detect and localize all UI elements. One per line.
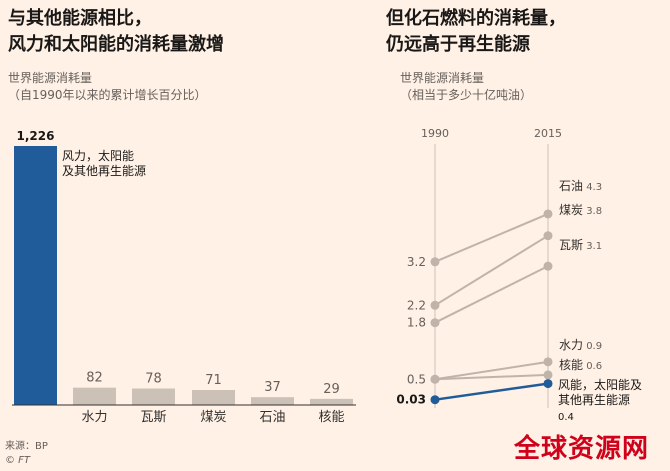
category-label: 水力	[81, 410, 107, 425]
right-subtitle-line-2: （相当于多少十亿吨油）	[400, 88, 533, 102]
right-subtitle-line-1: 世界能源消耗量	[400, 71, 485, 85]
start-value-label: 3.2	[407, 255, 426, 269]
series-line	[434, 360, 549, 381]
watermark-logo: 全球资源网	[514, 434, 650, 464]
series-name-label: 石油 4.3	[559, 179, 602, 193]
category-label: 核能	[318, 410, 344, 425]
end-value-label: 4.3	[583, 182, 602, 193]
end-value-label: 3.1	[583, 241, 602, 252]
highlight-series-name: 其他再生能源	[558, 393, 630, 407]
start-value-label: 2.2	[407, 298, 426, 312]
bar-3	[132, 388, 175, 405]
highlight-label-line: 及其他再生能源	[62, 164, 146, 178]
series-name: 瓦斯	[559, 238, 583, 252]
line-chart: 1990 2015 3.2 石油 4.3 2.2 煤炭 3.8 1.8 瓦斯 3.1 0.5 水力…	[396, 127, 642, 423]
point-1990	[430, 374, 440, 384]
point-1990	[430, 318, 440, 328]
left-title: 与其他能源相比， 风力和太阳能的消耗量激增	[8, 6, 224, 58]
left-title-line-1: 与其他能源相比，	[8, 8, 152, 29]
end-value-label: 0.9	[583, 341, 602, 352]
end-value-label: 0.6	[583, 361, 602, 372]
point-1990	[430, 395, 440, 405]
series-line	[434, 213, 549, 263]
credit-text: © FT	[5, 455, 31, 466]
point-2015	[543, 370, 553, 380]
category-label: 石油	[259, 410, 285, 425]
series-name: 核能	[559, 358, 583, 372]
series-name-label: 核能 0.6	[559, 358, 602, 372]
point-2015	[543, 261, 553, 271]
bar-6	[310, 398, 353, 405]
series-name-label: 煤炭 3.8	[559, 203, 602, 217]
bar-5	[251, 397, 294, 405]
left-title-line-2: 风力和太阳能的消耗量激增	[8, 34, 224, 55]
bar-value-label: 29	[323, 382, 340, 397]
end-value-label: 0.4	[558, 412, 574, 423]
right-title-line-1: 但化石燃料的消耗量，	[386, 8, 566, 29]
point-2015	[543, 379, 553, 389]
start-value-label: 0.5	[407, 372, 426, 386]
point-1990	[430, 300, 440, 310]
series-name-label: 水力 0.9	[559, 338, 602, 352]
point-2015	[543, 209, 553, 219]
category-label: 瓦斯	[140, 410, 166, 425]
right-title: 但化石燃料的消耗量， 仍远高于再生能源	[386, 6, 566, 58]
start-value-label: 0.03	[396, 393, 426, 407]
left-subtitle-line-1: 世界能源消耗量	[8, 71, 93, 85]
series-line	[434, 373, 549, 381]
bar-value-label: 1,226	[17, 129, 55, 143]
right-title-line-2: 仍远高于再生能源	[386, 34, 530, 55]
series-name-label: 瓦斯 3.1	[559, 238, 602, 252]
series-name: 水力	[559, 338, 583, 352]
x-label-2015: 2015	[534, 127, 562, 140]
series-name: 石油	[559, 179, 583, 193]
bar-value-label: 71	[205, 373, 222, 388]
footer: 来源：BP © FT	[5, 440, 48, 468]
point-1990	[430, 257, 440, 267]
left-subtitle: 世界能源消耗量 （自1990年以来的累计增长百分比）	[8, 70, 207, 104]
bar-value-label: 78	[145, 372, 162, 387]
bar-1	[14, 146, 57, 405]
point-2015	[543, 231, 553, 241]
series-line	[434, 265, 549, 324]
series-name: 煤炭	[559, 203, 583, 217]
highlight-label-line: 风力，太阳能	[62, 148, 134, 163]
right-subtitle: 世界能源消耗量 （相当于多少十亿吨油）	[400, 70, 532, 104]
end-value-label: 3.8	[583, 206, 602, 217]
point-2015	[543, 357, 553, 367]
series-line	[434, 234, 549, 307]
start-value-label: 1.8	[407, 316, 426, 330]
x-label-1990: 1990	[421, 127, 449, 140]
source-text: 来源：BP	[5, 441, 48, 452]
left-subtitle-line-2: （自1990年以来的累计增长百分比）	[8, 88, 207, 102]
bar-2	[73, 387, 116, 405]
category-label: 煤炭	[200, 410, 226, 425]
highlight-series-name: 风能，太阳能及	[558, 377, 642, 392]
series-line	[434, 382, 549, 401]
bar-value-label: 82	[86, 371, 103, 386]
bar-value-label: 37	[264, 380, 281, 395]
bar-4	[192, 390, 235, 405]
